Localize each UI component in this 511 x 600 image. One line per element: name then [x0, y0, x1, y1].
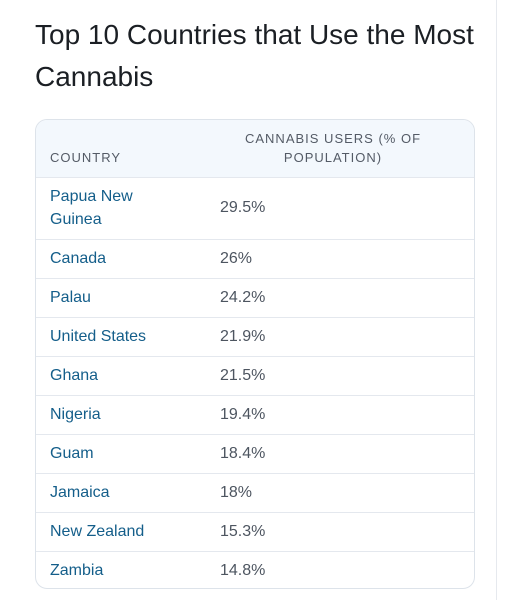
- content-edge-divider: [496, 0, 497, 600]
- cannabis-users-value: 14.8%: [192, 550, 474, 588]
- header-cannabis-users: CANNABIS USERS (% OF POPULATION): [244, 131, 422, 166]
- country-name: Nigeria: [36, 394, 192, 434]
- country-name: Papua New Guinea: [36, 176, 192, 239]
- table-row: Jamaica 18%: [36, 472, 474, 512]
- country-name: Zambia: [36, 550, 192, 588]
- data-table: COUNTRY CANNABIS USERS (% OF POPULATION)…: [36, 120, 474, 588]
- table-row: Guam 18.4%: [36, 433, 474, 473]
- cannabis-users-value: 29.5%: [192, 176, 474, 239]
- country-name: Canada: [36, 238, 192, 278]
- cannabis-users-value: 26%: [192, 238, 474, 278]
- cannabis-users-value: 24.2%: [192, 277, 474, 317]
- table-row: Palau 24.2%: [36, 277, 474, 317]
- country-name: New Zealand: [36, 511, 192, 551]
- table-row: United States 21.9%: [36, 316, 474, 356]
- country-name: Guam: [36, 433, 192, 473]
- table-row: Canada 26%: [36, 238, 474, 278]
- header-country: COUNTRY: [50, 149, 122, 165]
- country-name: Ghana: [36, 355, 192, 395]
- cannabis-usage-table: COUNTRY CANNABIS USERS (% OF POPULATION)…: [35, 119, 475, 589]
- cannabis-users-value: 18.4%: [192, 433, 474, 473]
- table-row: Ghana 21.5%: [36, 355, 474, 395]
- cannabis-users-value: 21.9%: [192, 316, 474, 356]
- table-row: Nigeria 19.4%: [36, 394, 474, 434]
- table-row: Zambia 14.8%: [36, 550, 474, 588]
- table-row: New Zealand 15.3%: [36, 511, 474, 551]
- table-row: Papua New Guinea 29.5%: [36, 176, 474, 239]
- cannabis-users-value: 15.3%: [192, 511, 474, 551]
- country-name: Palau: [36, 277, 192, 317]
- cannabis-users-value: 18%: [192, 472, 474, 512]
- cannabis-users-value: 21.5%: [192, 355, 474, 395]
- country-name: Jamaica: [36, 472, 192, 512]
- page-title: Top 10 Countries that Use the Most Canna…: [35, 19, 474, 92]
- table-header-row: COUNTRY CANNABIS USERS (% OF POPULATION): [36, 120, 474, 177]
- country-name: United States: [36, 316, 192, 356]
- cannabis-users-value: 19.4%: [192, 394, 474, 434]
